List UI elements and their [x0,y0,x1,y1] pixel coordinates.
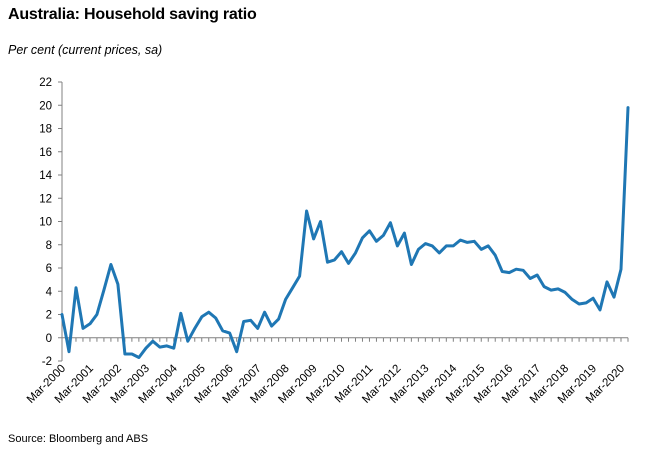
chart-title: Australia: Household saving ratio [8,6,257,23]
source-note: Source: Bloomberg and ABS [8,433,149,445]
y-tick-label: -2 [42,356,52,368]
y-tick-label: 14 [39,170,52,182]
y-tick-label: 2 [46,310,52,322]
y-tick-label: 18 [39,124,52,136]
y-tick-label: 22 [39,77,52,89]
saving-ratio-line [60,106,630,359]
y-tick-label: 20 [39,100,52,112]
y-tick-label: 8 [46,240,52,252]
y-tick-label: 0 [46,333,52,345]
y-tick-label: 12 [39,193,52,205]
y-tick-label: 4 [46,286,53,298]
chart-subtitle: Per cent (current prices, sa) [8,43,163,57]
y-tick-label: 6 [46,263,52,275]
y-tick-label: 10 [39,217,52,229]
y-tick-label: 16 [39,147,52,159]
